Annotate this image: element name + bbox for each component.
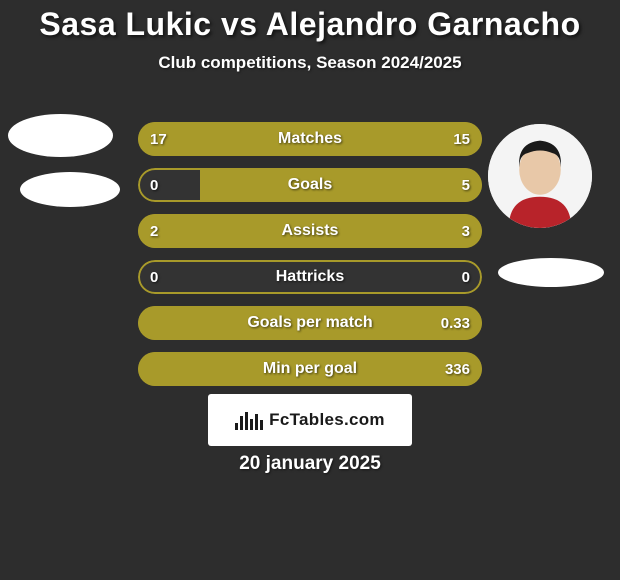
stat-label: Min per goal	[138, 352, 482, 386]
stat-row: 0Goals5	[138, 168, 482, 202]
stat-label: Hattricks	[138, 260, 482, 294]
stat-value-right: 3	[462, 214, 470, 248]
source-text: FcTables.com	[269, 410, 385, 430]
club-logo-left-1	[8, 114, 113, 157]
stat-label: Goals per match	[138, 306, 482, 340]
stat-label: Assists	[138, 214, 482, 248]
stat-row: Min per goal336	[138, 352, 482, 386]
avatar-right	[488, 124, 592, 228]
stat-value-right: 336	[445, 352, 470, 386]
stat-row: 17Matches15	[138, 122, 482, 156]
stat-label: Goals	[138, 168, 482, 202]
stat-row: 2Assists3	[138, 214, 482, 248]
page-subtitle: Club competitions, Season 2024/2025	[0, 53, 620, 73]
stat-value-right: 0	[462, 260, 470, 294]
stat-value-right: 15	[453, 122, 470, 156]
stats-container: 17Matches150Goals52Assists30Hattricks0Go…	[138, 122, 482, 398]
date-text: 20 january 2025	[0, 453, 620, 475]
page-title: Sasa Lukic vs Alejandro Garnacho	[0, 0, 620, 43]
stat-row: Goals per match0.33	[138, 306, 482, 340]
stat-value-right: 0.33	[441, 306, 470, 340]
source-badge: FcTables.com	[208, 394, 412, 446]
stat-value-right: 5	[462, 168, 470, 202]
source-logo-icon	[235, 410, 263, 430]
stat-row: 0Hattricks0	[138, 260, 482, 294]
club-logo-left-2	[20, 172, 120, 207]
club-logo-right	[498, 258, 604, 287]
stat-label: Matches	[138, 122, 482, 156]
